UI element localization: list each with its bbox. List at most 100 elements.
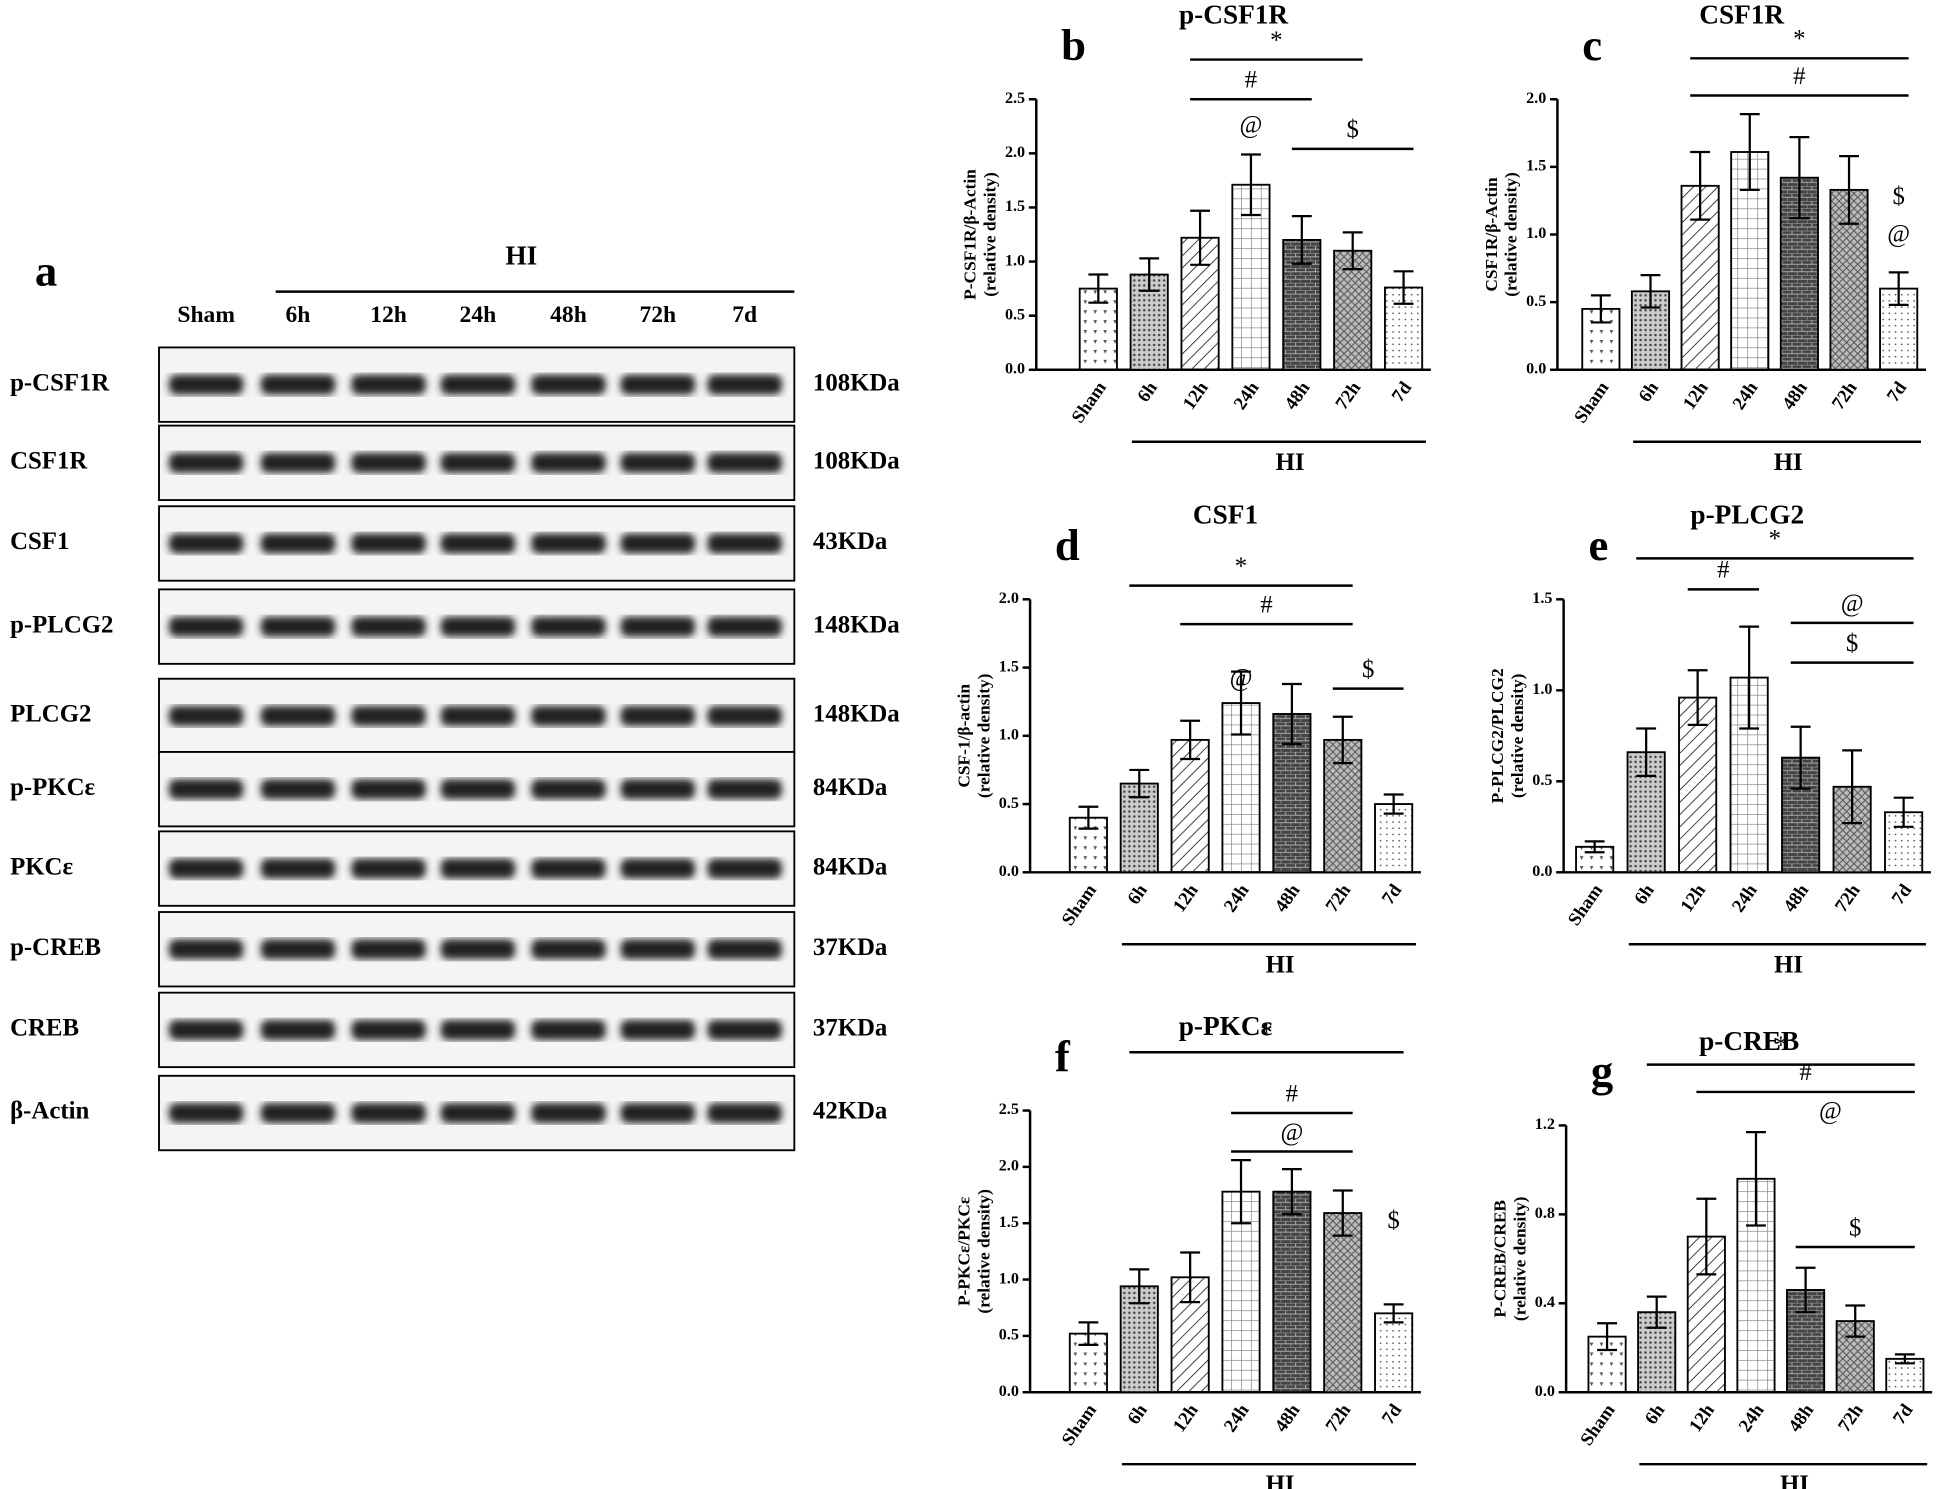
x-tick-label: Sham [1068,378,1112,428]
x-tick-label: 48h [1281,377,1315,413]
group-label: HI [1774,449,1803,476]
size-label: 108KDa [813,448,900,475]
band [531,858,606,879]
y-axis-label: (relative density) [974,1189,993,1314]
x-tick-label: 24h [1735,1400,1769,1436]
x-tick-label: 6h [1133,377,1162,406]
x-tick-label: 7d [1889,1400,1918,1429]
x-tick-label: 12h [1169,880,1203,916]
band [707,1103,782,1123]
error-bar [1739,113,1760,192]
x-tick-label: Sham [1570,378,1614,428]
significance-mark: $ [1346,116,1358,143]
band [707,779,782,800]
error-bar [1646,1295,1667,1329]
band [440,779,516,800]
x-tick-label: Sham [1058,1400,1102,1450]
bar [1119,782,1159,874]
error-bar [1332,715,1353,765]
x-tick-label: 7d [1378,880,1407,909]
x-tick-label: 48h [1778,377,1812,413]
band [531,939,606,960]
error-bar [1640,273,1661,309]
x-tick-label: Sham [1058,880,1102,930]
chart-title: p-PLCG2 [1690,500,1804,530]
band [620,1019,696,1040]
band [260,779,336,800]
band [620,939,696,960]
x-tick-label: Sham [1564,880,1608,930]
band [620,1103,696,1123]
y-tick-label: 1.5 [999,1214,1019,1231]
x-tick-label: 24h [1230,377,1264,413]
x-tick-label: 72h [1322,880,1356,916]
significance-mark: * [1260,1020,1272,1047]
chart-title: p-PKCε [1179,1011,1273,1041]
band [620,616,696,637]
error-bar [1687,669,1708,727]
band [168,616,244,637]
group-label: HI [1266,1471,1295,1489]
band [707,452,782,473]
y-axis-label: CSF1R/β-Actin [1482,177,1501,292]
band [168,779,244,800]
chart-title: CSF1R [1699,0,1784,30]
band [351,1103,426,1123]
error-bar [1393,270,1414,305]
panel-label: d [1055,520,1080,570]
chart-title: CSF1 [1193,500,1258,530]
significance-mark: # [1260,591,1272,618]
lane-label: 72h [639,302,676,328]
y-tick-label: 1.2 [1535,1116,1555,1133]
bar-panel: d CSF1 CSF-1/β-actin (relative density) 0.0 0… [955,500,1421,978]
band [620,779,696,800]
bar [1323,738,1363,874]
band [260,374,336,395]
x-tick-label: 12h [1179,377,1213,413]
bar [1119,1285,1159,1394]
y-axis-label: P-PKCε/PKCε [955,1196,974,1306]
x-tick-label: 48h [1271,1400,1305,1436]
band [351,779,426,800]
band [531,706,606,726]
band [531,1019,606,1040]
significance-mark: @ [1280,1119,1303,1146]
x-tick-label: 6h [1630,880,1659,909]
band [531,374,606,395]
band [168,374,244,395]
band [260,858,336,879]
band [707,374,782,395]
band [260,706,336,726]
size-label: 84KDa [813,774,888,801]
band [440,706,516,726]
size-label: 37KDa [813,934,888,961]
x-tick-label: 12h [1676,880,1710,916]
y-tick-label: 0.0 [1526,360,1546,377]
error-bar [1888,271,1909,306]
x-tick-label: Sham [1576,1400,1620,1450]
band [440,616,516,637]
x-tick-label: 24h [1220,1400,1254,1436]
error-bar [1180,1251,1201,1304]
x-tick-label: 7d [1883,377,1912,406]
significance-mark: $ [1362,656,1374,683]
error-bar [1845,1304,1866,1338]
y-axis-label: P-PLCG2/PLCG2 [1488,668,1507,803]
y-tick-label: 1.0 [1005,252,1025,269]
group-label: HI [1266,951,1295,978]
error-bar [1342,231,1363,271]
x-tick-label: 72h [1834,1400,1868,1436]
y-tick-label: 1.5 [1005,198,1025,215]
band [168,706,244,726]
protein-label: p-CSF1R [10,369,110,396]
band [168,858,244,879]
protein-label: PLCG2 [10,701,91,728]
error-bar [1241,153,1261,217]
band [531,616,606,637]
x-tick-label: 72h [1831,880,1865,916]
x-tick-label: 7d [1378,1400,1407,1429]
error-bar [1590,294,1611,324]
y-tick-label: 1.0 [999,1270,1019,1287]
y-tick-label: 0.4 [1535,1294,1555,1311]
